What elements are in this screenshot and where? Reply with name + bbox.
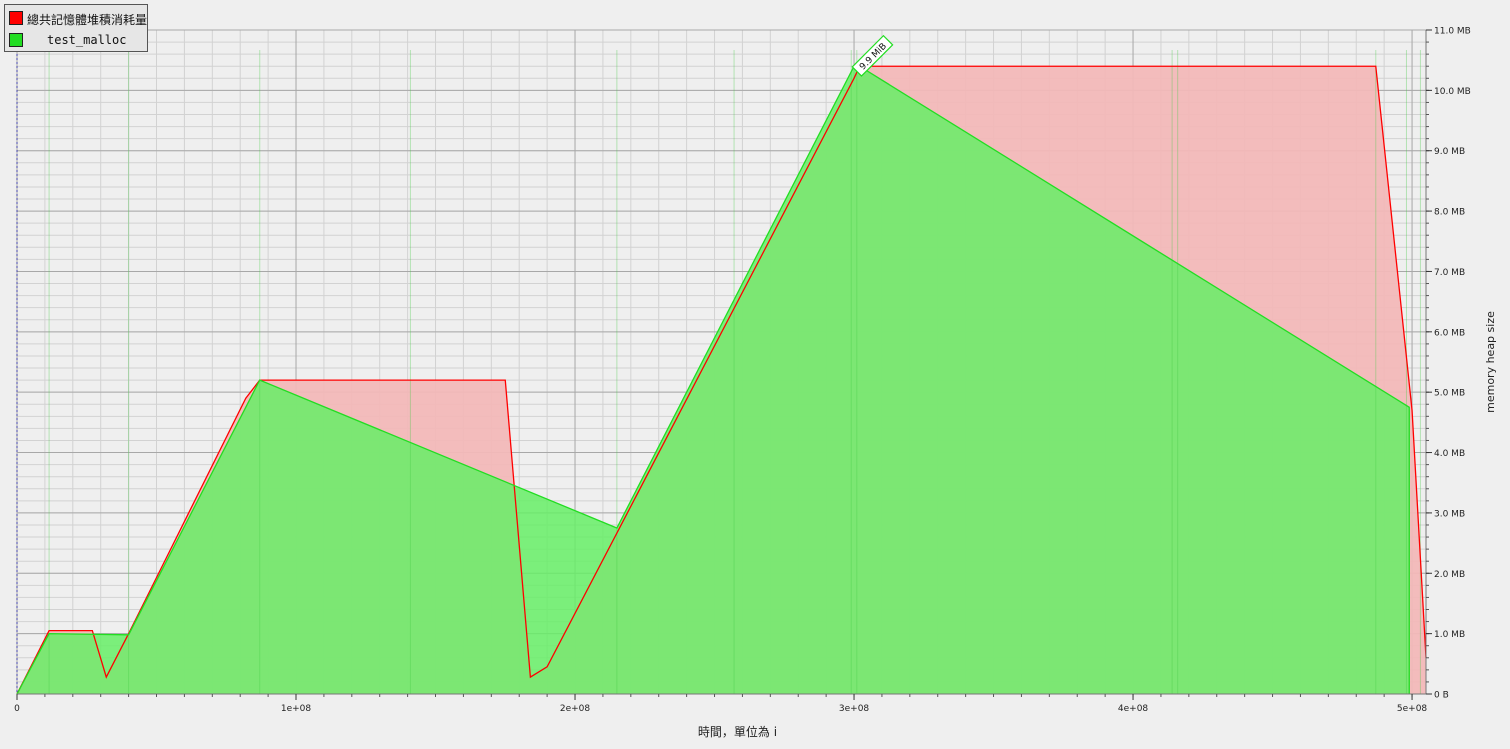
- series-line-0: [16, 65, 1427, 695]
- legend-swatch-test-malloc: [9, 33, 23, 47]
- y-tick-label: 6.0 MB: [1434, 328, 1465, 338]
- legend-label-test-malloc: test_malloc: [47, 33, 127, 47]
- x-tick-label: 1e+08: [281, 704, 312, 714]
- y-tick-label: 7.0 MB: [1434, 268, 1465, 278]
- x-tick-label: 5e+08: [1397, 704, 1428, 714]
- y-tick-label: 10.0 MB: [1434, 87, 1471, 97]
- legend-item-total: 總共記憶體堆積消耗量: [7, 9, 147, 29]
- legend-label-total: 總共記憶體堆積消耗量: [27, 13, 148, 27]
- peak-annotation-box: [851, 34, 894, 77]
- y-tick-label: 4.0 MB: [1434, 449, 1465, 459]
- series-area-1: [17, 66, 1410, 694]
- legend-item-test-malloc: test_malloc: [7, 31, 147, 51]
- y-tick-label: 5.0 MB: [1434, 389, 1465, 399]
- series-line-1: [16, 65, 1410, 695]
- x-tick-label: 4e+08: [1118, 704, 1149, 714]
- x-tick-label: 2e+08: [560, 704, 591, 714]
- y-axis-label: memory heap size: [1484, 311, 1497, 413]
- legend-swatch-total: [9, 11, 23, 25]
- legend: 總共記憶體堆積消耗量 test_malloc: [4, 4, 148, 52]
- y-tick-label: 2.0 MB: [1434, 570, 1465, 580]
- y-tick-label: 1.0 MB: [1434, 630, 1465, 640]
- x-tick-label: 0: [14, 704, 20, 714]
- y-tick-label: 8.0 MB: [1434, 208, 1465, 218]
- y-tick-label: 9.0 MB: [1434, 147, 1465, 157]
- y-tick-label: 11.0 MB: [1434, 27, 1471, 37]
- y-tick-label: 0 B: [1434, 691, 1449, 701]
- x-axis-label: 時間，單位為 i: [698, 724, 777, 739]
- y-tick-label: 3.0 MB: [1434, 509, 1465, 519]
- x-tick-label: 3e+08: [839, 704, 870, 714]
